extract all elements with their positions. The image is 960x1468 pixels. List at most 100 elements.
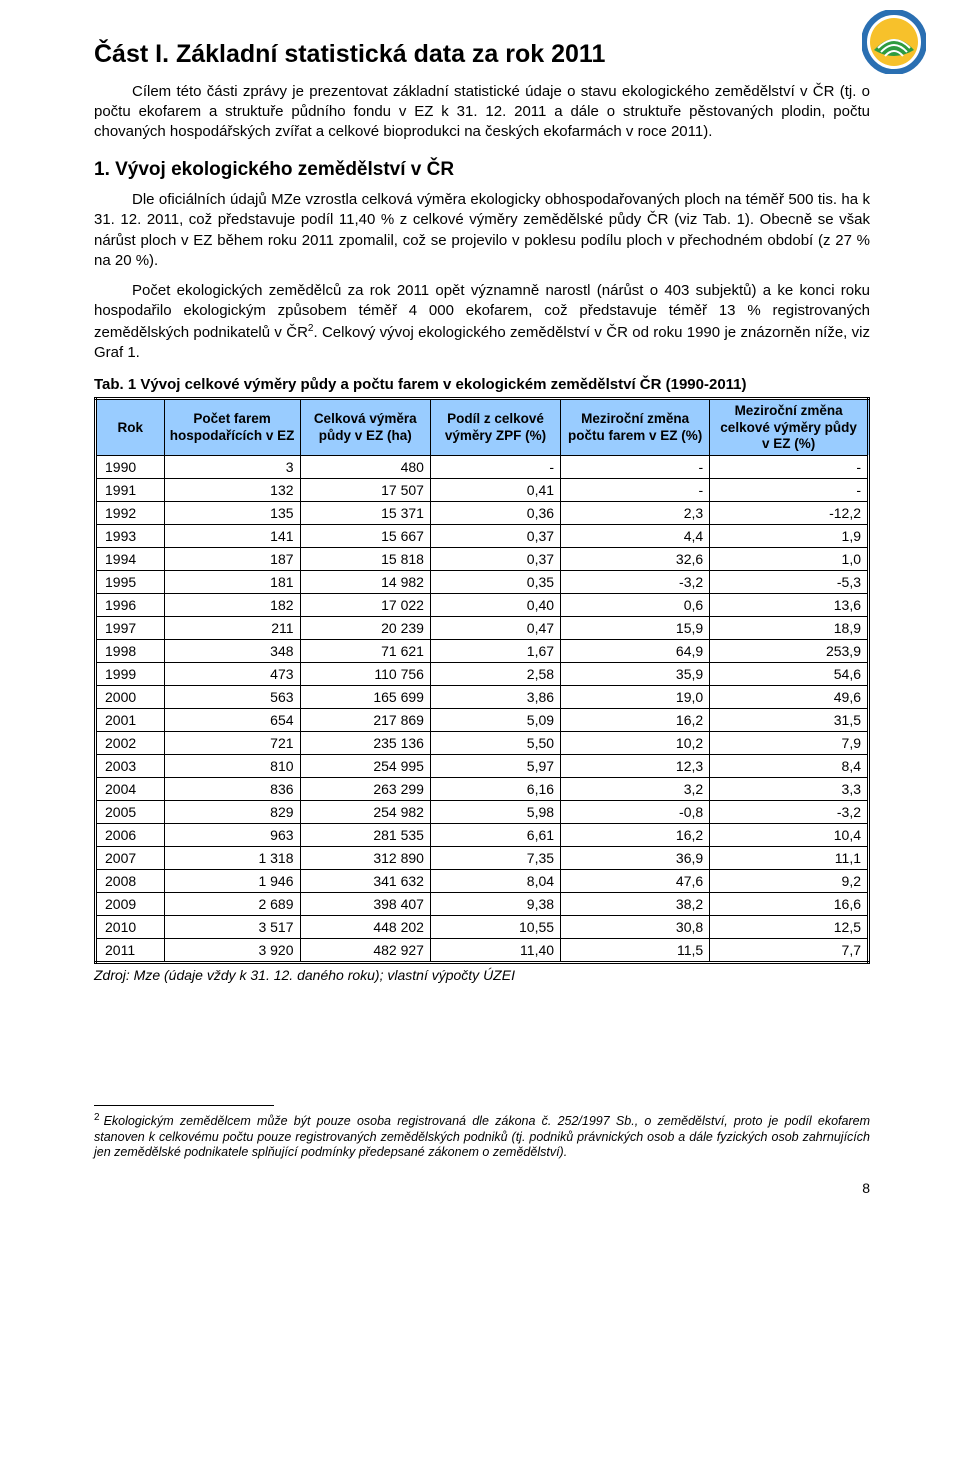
table-cell: 1995 [96,570,165,593]
table-cell: 1993 [96,524,165,547]
table-cell: 5,97 [430,754,560,777]
table-cell: 15,9 [561,616,710,639]
table-cell: 9,2 [710,869,869,892]
table-cell: 2004 [96,777,165,800]
table-cell: 263 299 [300,777,430,800]
table-cell: 54,6 [710,662,869,685]
table-cell: 64,9 [561,639,710,662]
table-cell: 12,3 [561,754,710,777]
table-cell: 16,2 [561,708,710,731]
table-cell: 3 920 [164,938,300,962]
table-row: 199721120 2390,4715,918,9 [96,616,869,639]
table-cell: - [561,455,710,478]
table-cell: 312 890 [300,846,430,869]
table-cell: 963 [164,823,300,846]
paragraph-intro: Cílem této části zprávy je prezentovat z… [94,82,870,143]
eco-logo [862,10,926,74]
table-cell: 10,55 [430,915,560,938]
table-cell: 1996 [96,593,165,616]
table-cell: 2009 [96,892,165,915]
table-row: 19903480--- [96,455,869,478]
table-cell: -12,2 [710,501,869,524]
table-cell: 1991 [96,478,165,501]
table-cell: 132 [164,478,300,501]
table-row: 199213515 3710,362,3-12,2 [96,501,869,524]
table-cell: 14 982 [300,570,430,593]
table-cell: 35,9 [561,662,710,685]
section-1-title: 1. Vývoj ekologického zemědělství v ČR [94,157,870,183]
table-cell: 398 407 [300,892,430,915]
table-cell: 235 136 [300,731,430,754]
footnote-separator [94,1105,274,1106]
table-cell: 341 632 [300,869,430,892]
table-row: 20113 920482 92711,4011,57,7 [96,938,869,962]
table-cell: - [710,455,869,478]
table-cell: - [710,478,869,501]
col-darea: Meziroční změna celkové výměry půdy v EZ… [710,399,869,456]
table-1-caption: Tab. 1 Vývoj celkové výměry půdy a počtu… [94,375,870,395]
table-cell: 829 [164,800,300,823]
table-cell: 10,2 [561,731,710,754]
table-cell: 2,3 [561,501,710,524]
table-cell: -0,8 [561,800,710,823]
table-cell: 0,36 [430,501,560,524]
table-cell: 165 699 [300,685,430,708]
table-cell: 254 995 [300,754,430,777]
table-cell: 1 318 [164,846,300,869]
footnote-2: 2Ekologickým zemědělcem může být pouze o… [94,1112,870,1161]
table-cell: 348 [164,639,300,662]
table-cell: 0,6 [561,593,710,616]
table-row: 20092 689398 4079,3838,216,6 [96,892,869,915]
table-row: 199113217 5070,41-- [96,478,869,501]
table-row: 199834871 6211,6764,9253,9 [96,639,869,662]
table-cell: 187 [164,547,300,570]
table-row: 2006963281 5356,6116,210,4 [96,823,869,846]
table-cell: 253,9 [710,639,869,662]
table-row: 2002721235 1365,5010,27,9 [96,731,869,754]
table-1-source: Zdroj: Mze (údaje vždy k 31. 12. daného … [94,966,870,985]
table-cell: 654 [164,708,300,731]
table-cell: 1,9 [710,524,869,547]
table-row: 199618217 0220,400,613,6 [96,593,869,616]
table-row: 199418715 8180,3732,61,0 [96,547,869,570]
table-cell: 15 667 [300,524,430,547]
table-cell: 6,61 [430,823,560,846]
table-cell: 6,16 [430,777,560,800]
table-cell: 2005 [96,800,165,823]
table-cell: 473 [164,662,300,685]
table-cell: 9,38 [430,892,560,915]
table-cell: 16,6 [710,892,869,915]
col-share: Podíl z celkové výměry ZPF (%) [430,399,560,456]
table-cell: 2007 [96,846,165,869]
table-cell: 15 371 [300,501,430,524]
table-cell: 1990 [96,455,165,478]
table-cell: 3,3 [710,777,869,800]
table-cell: 30,8 [561,915,710,938]
table-cell: 7,7 [710,938,869,962]
table-cell: 0,35 [430,570,560,593]
table-cell: 0,37 [430,524,560,547]
table-cell: 1,67 [430,639,560,662]
table-cell: 2006 [96,823,165,846]
table-cell: 563 [164,685,300,708]
table-cell: 1998 [96,639,165,662]
table-cell: 3 517 [164,915,300,938]
table-cell: 1,0 [710,547,869,570]
table-cell: 11,1 [710,846,869,869]
table-cell: 2011 [96,938,165,962]
table-cell: 2010 [96,915,165,938]
col-farms: Počet farem hospodařících v EZ [164,399,300,456]
table-cell: 2,58 [430,662,560,685]
table-cell: 31,5 [710,708,869,731]
table-cell: 281 535 [300,823,430,846]
table-row: 2004836263 2996,163,23,3 [96,777,869,800]
table-cell: 5,09 [430,708,560,731]
table-header-row: Rok Počet farem hospodařících v EZ Celko… [96,399,869,456]
table-cell: 32,6 [561,547,710,570]
table-cell: 141 [164,524,300,547]
table-cell: 17 022 [300,593,430,616]
table-cell: 1999 [96,662,165,685]
table-cell: 15 818 [300,547,430,570]
table-cell: 3,2 [561,777,710,800]
table-cell: 135 [164,501,300,524]
